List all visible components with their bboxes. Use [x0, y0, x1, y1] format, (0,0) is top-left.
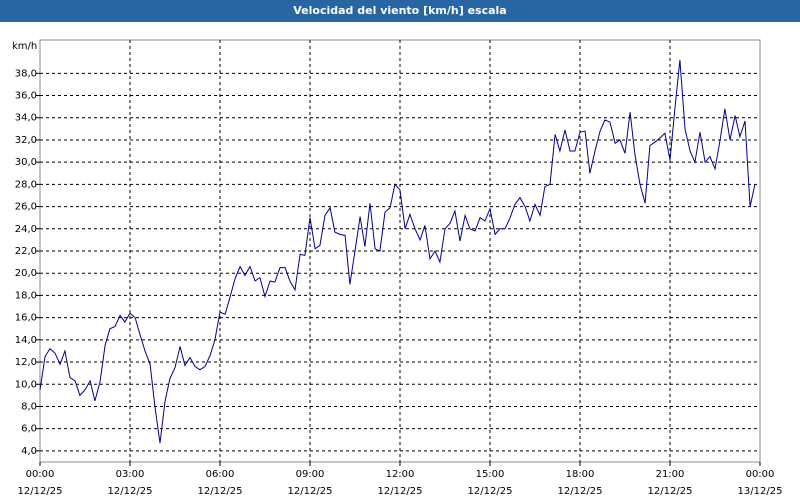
y-tick-label: 28,0	[15, 179, 37, 190]
y-tick-label: 8,0	[21, 401, 37, 412]
y-tick-label: 22,0	[15, 246, 37, 257]
y-tick-label: 10,0	[15, 379, 37, 390]
y-tick-label: 32,0	[15, 135, 37, 146]
x-tick-date: 12/12/25	[288, 486, 333, 497]
x-tick-label: 09:00	[296, 469, 325, 480]
y-tick-label: 20,0	[15, 268, 37, 279]
y-tick-label: 18,0	[15, 290, 37, 301]
y-tick-label: 38,0	[15, 68, 37, 79]
x-tick-date: 13/12/25	[738, 486, 783, 497]
y-axis-label: km/h	[12, 41, 37, 52]
x-tick-label: 18:00	[566, 469, 595, 480]
y-tick-label: 4,0	[21, 446, 37, 457]
x-tick-label: 12:00	[386, 469, 415, 480]
y-tick-label: 16,0	[15, 313, 37, 324]
x-tick-date: 12/12/25	[468, 486, 513, 497]
x-tick-label: 06:00	[206, 469, 235, 480]
y-tick-label: 30,0	[15, 157, 37, 168]
y-tick-label: 34,0	[15, 113, 37, 124]
y-tick-label: 24,0	[15, 224, 37, 235]
x-tick-label: 15:00	[476, 469, 505, 480]
x-tick-date: 12/12/25	[108, 486, 153, 497]
y-tick-label: 14,0	[15, 335, 37, 346]
x-tick-date: 12/12/25	[198, 486, 243, 497]
y-tick-label: 36,0	[15, 91, 37, 102]
y-tick-label: 26,0	[15, 202, 37, 213]
x-tick-label: 03:00	[116, 469, 145, 480]
x-tick-date: 12/12/25	[558, 486, 603, 497]
x-tick-label: 00:00	[746, 469, 775, 480]
x-tick-date: 12/12/25	[648, 486, 693, 497]
x-tick-label: 21:00	[656, 469, 685, 480]
y-tick-label: 6,0	[21, 424, 37, 435]
x-tick-date: 12/12/25	[18, 486, 63, 497]
y-tick-label: 12,0	[15, 357, 37, 368]
x-tick-date: 12/12/25	[378, 486, 423, 497]
chart-title: Velocidad del viento [km/h] escala	[0, 0, 800, 22]
data-line	[39, 59, 756, 444]
x-tick-label: 00:00	[26, 469, 55, 480]
